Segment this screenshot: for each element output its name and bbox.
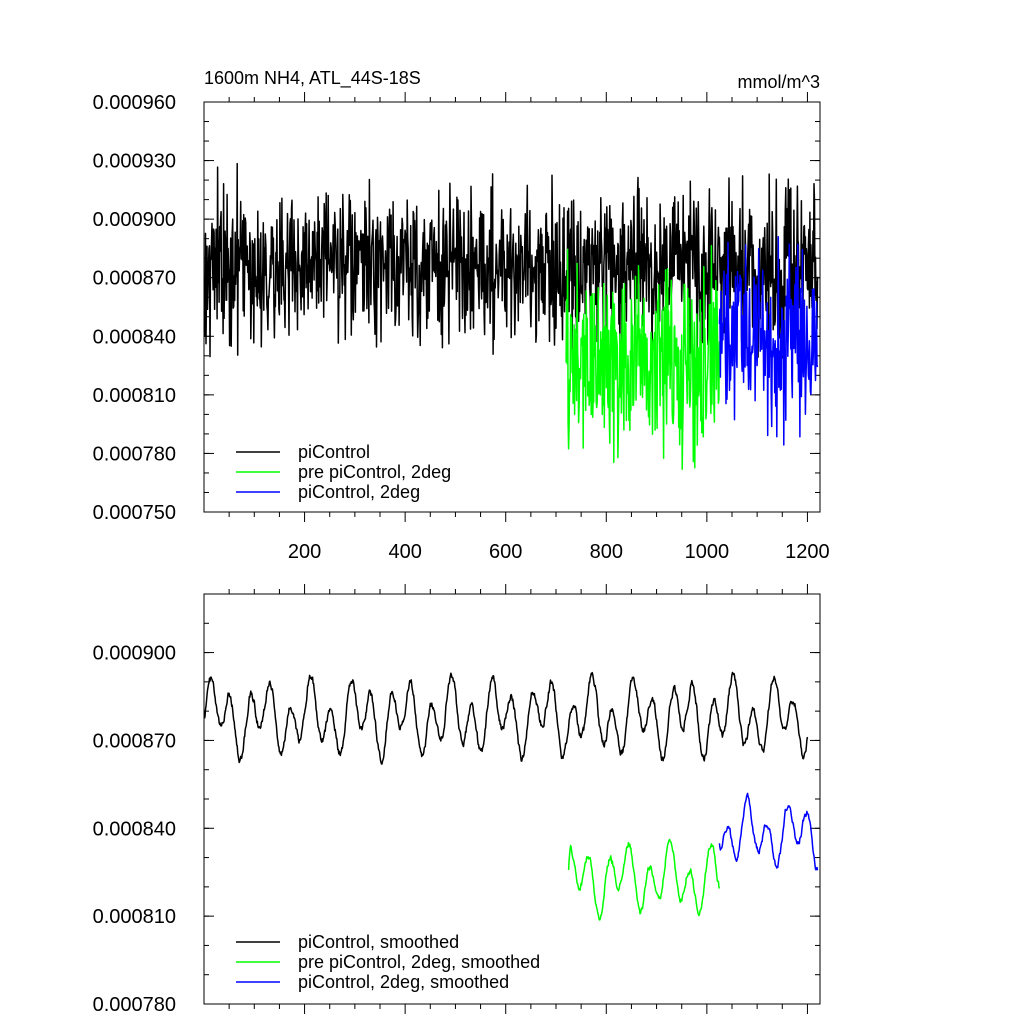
bottom-legend: piControl, smoothed pre piControl, 2deg,… — [236, 932, 540, 992]
series-line-picontrol-2deg-smoothed — [718, 792, 819, 871]
y-tick-label: 0.000750 — [93, 502, 176, 524]
bottom-ticks: 0.000780 0.000810 0.000840 0.000870 0.000900 — [93, 584, 820, 1016]
x-tick-label: 600 — [489, 541, 522, 563]
x-tick-label: 1200 — [785, 541, 830, 563]
y-tick-label: 0.000810 — [93, 906, 176, 928]
legend-label-picontrol-smoothed: piControl, smoothed — [298, 932, 459, 952]
x-tick-label: 400 — [388, 541, 421, 563]
legend-label-picontrol-2deg-smoothed: piControl, 2deg, smoothed — [298, 972, 509, 992]
y-tick-label: 0.000780 — [93, 994, 176, 1016]
y-tick-label: 0.000780 — [93, 443, 176, 465]
y-tick-label: 0.000960 — [93, 92, 176, 114]
y-tick-label: 0.000840 — [93, 818, 176, 840]
bottom-panel: 0.000780 0.000810 0.000840 0.000870 0.000900… — [93, 584, 821, 1016]
series-line-pre-picontrol-2deg — [565, 245, 721, 470]
series-line-picontrol — [203, 162, 819, 362]
series-line-pre-picontrol-2deg-smoothed — [567, 838, 721, 921]
top-series-group — [203, 162, 819, 470]
x-tick-label: 800 — [590, 541, 623, 563]
top-units: mmol/m^3 — [738, 72, 820, 92]
x-tick-label: 200 — [288, 541, 321, 563]
legend-label-picontrol-2deg: piControl, 2deg — [298, 482, 420, 502]
y-tick-label: 0.000900 — [93, 643, 176, 665]
x-tick-label: 1000 — [685, 541, 730, 563]
top-legend: piControl pre piControl, 2deg piControl,… — [236, 442, 451, 502]
bottom-series-group — [203, 671, 819, 921]
series-line-picontrol-smoothed — [203, 671, 809, 765]
y-tick-label: 0.000870 — [93, 268, 176, 290]
y-tick-label: 0.000900 — [93, 209, 176, 231]
y-tick-label: 0.000810 — [93, 385, 176, 407]
y-tick-label: 0.000930 — [93, 151, 176, 173]
bottom-plot-frame — [203, 593, 821, 1005]
y-tick-label: 0.000870 — [93, 730, 176, 752]
y-tick-label: 0.000840 — [93, 326, 176, 348]
top-title: 1600m NH4, ATL_44S-18S — [204, 68, 421, 89]
top-ticks: 0.000750 0.000780 0.000810 0.000840 0.000870… — [93, 92, 830, 563]
legend-label-pre-picontrol-2deg-smoothed: pre piControl, 2deg, smoothed — [298, 952, 540, 972]
legend-label-picontrol: piControl — [298, 442, 370, 462]
top-panel: 1600m NH4, ATL_44S-18S mmol/m^3 0.000750… — [93, 68, 830, 563]
series-line-picontrol-2deg — [718, 235, 819, 446]
legend-label-pre-picontrol-2deg: pre piControl, 2deg — [298, 462, 451, 482]
